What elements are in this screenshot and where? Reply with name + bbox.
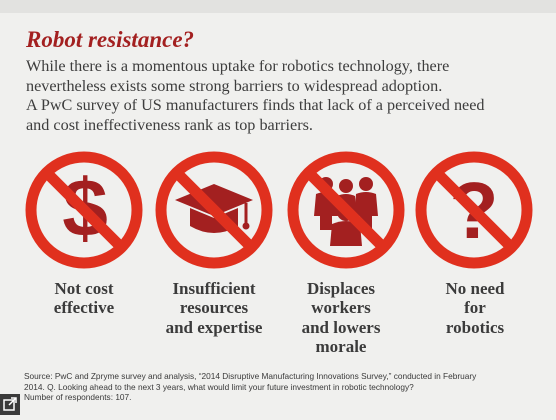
barrier-label-workers: Displaces workers and lowers morale — [266, 279, 416, 356]
barrier-icons: $ — [24, 150, 534, 280]
label-line: and expertise — [165, 317, 263, 337]
label-line: morale — [315, 336, 367, 356]
label-line: effective — [53, 298, 115, 318]
source-line: 2014. Q. Looking ahead to the next 3 yea… — [24, 381, 414, 392]
intro-line: nevertheless exists some strong barriers… — [26, 76, 443, 95]
label-line: Not cost — [54, 279, 114, 298]
intro-line: A PwC survey of US manufacturers finds t… — [26, 96, 485, 114]
label-line: workers — [311, 298, 371, 318]
people-group-icon — [286, 150, 406, 270]
barrier-label-cost: Not cost effective — [9, 279, 159, 318]
barrier-label-need: No need for robotics — [400, 279, 550, 337]
source-line: Source: PwC and Zpryme survey and analys… — [24, 371, 477, 381]
label-line: resources — [179, 298, 249, 318]
intro-line: While there is a momentous uptake for ro… — [26, 57, 450, 75]
label-line: robotics — [445, 317, 505, 337]
label-line: Insufficient — [172, 279, 256, 298]
page-title: Robot resistance? — [26, 27, 195, 52]
source-note: Source: PwC and Zpryme survey and analys… — [24, 371, 544, 403]
expand-button[interactable] — [0, 394, 20, 415]
expand-icon — [3, 397, 17, 411]
barrier-label-resources: Insufficient resources and expertise — [139, 279, 289, 337]
dollar-sign-icon: $ — [24, 150, 144, 270]
intro-line: and cost ineffectiveness rank as top bar… — [26, 115, 313, 134]
label-line: for — [464, 298, 486, 318]
intro-text: While there is a momentous uptake for ro… — [26, 57, 546, 135]
top-bar — [0, 0, 556, 13]
label-line: Displaces — [307, 279, 375, 298]
graduation-cap-icon — [154, 150, 274, 270]
source-line: Number of respondents: 107. — [24, 392, 132, 403]
question-mark-icon: ? — [414, 150, 534, 270]
label-line: No need — [445, 279, 505, 298]
label-line: and lowers — [301, 317, 381, 337]
